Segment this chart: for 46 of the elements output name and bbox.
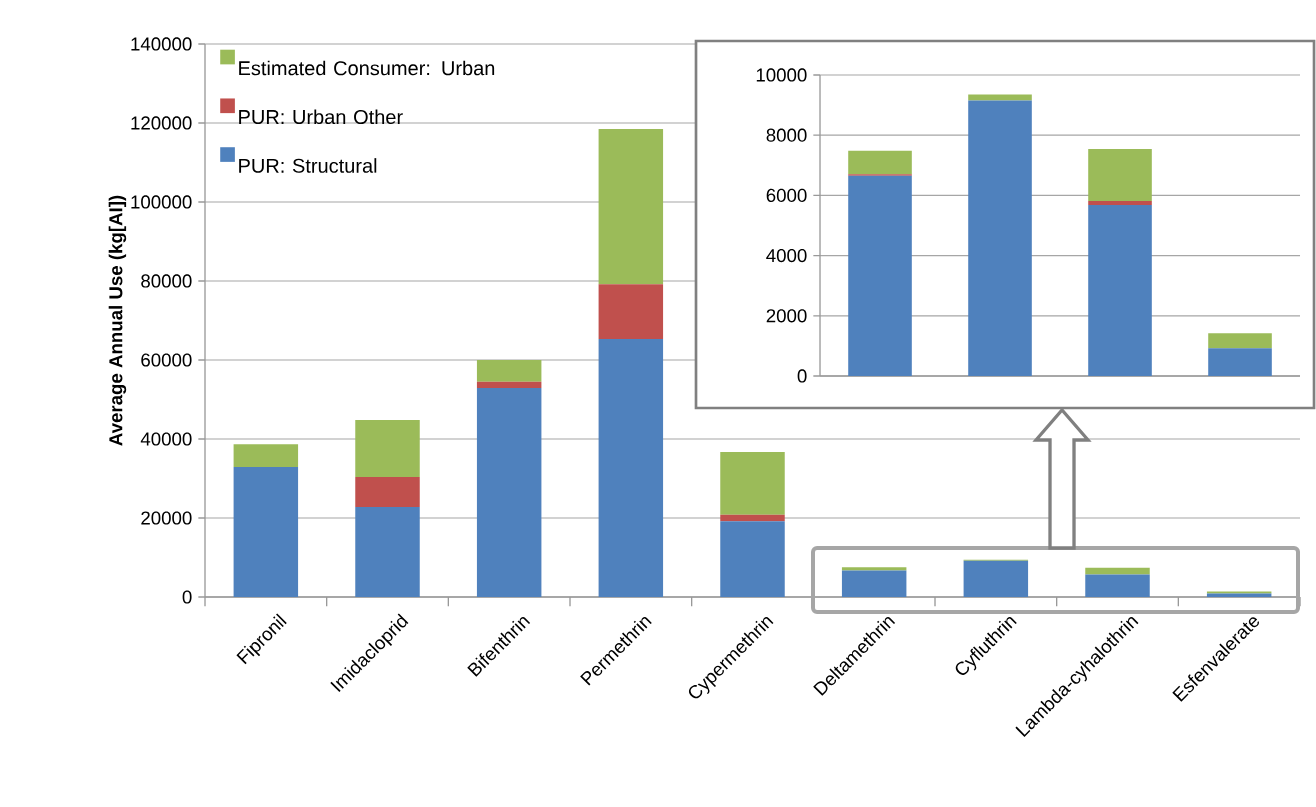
bar <box>233 467 299 597</box>
bar <box>598 339 664 597</box>
bar <box>968 94 1032 101</box>
bar <box>476 381 542 389</box>
bar <box>355 506 420 597</box>
bar <box>355 476 420 507</box>
y-tick-label: 6000 <box>766 188 807 203</box>
bar <box>1088 201 1152 206</box>
y-tick-label: 100000 <box>131 195 192 209</box>
y-axis-title: Average Annual Use (kg[AI]) <box>108 195 127 446</box>
legend-label: PUR: Structural <box>239 158 377 173</box>
y-tick-label: 140000 <box>131 37 192 51</box>
bar <box>720 521 785 597</box>
bar <box>1088 205 1152 376</box>
y-tick-label: 8000 <box>766 128 807 142</box>
bar <box>1208 348 1272 376</box>
bar <box>598 128 664 285</box>
bar <box>841 567 907 571</box>
y-tick-label: 80000 <box>141 274 192 288</box>
y-tick-label: 0 <box>182 590 192 604</box>
y-tick-label: 20000 <box>141 511 192 525</box>
y-tick-label: 40000 <box>140 432 192 446</box>
bar <box>233 444 299 468</box>
bar <box>1208 333 1272 349</box>
bar <box>841 570 907 597</box>
bar <box>476 388 542 597</box>
bar <box>968 100 1032 376</box>
y-tick-label: 2000 <box>766 309 807 323</box>
bar <box>720 514 785 522</box>
bar <box>598 284 664 340</box>
legend-label: PUR: Urban Other <box>239 109 403 125</box>
bar <box>963 560 1029 597</box>
y-tick-label: 4000 <box>766 248 807 263</box>
bar <box>1085 574 1150 597</box>
y-tick-label: 60000 <box>141 353 192 367</box>
bar <box>355 420 420 477</box>
legend-label: Estimated Consumer: Urban <box>239 60 495 76</box>
bar <box>848 175 912 376</box>
bar <box>476 360 542 382</box>
bar <box>1088 149 1152 202</box>
y-tick-label: 10000 <box>756 68 807 82</box>
y-tick-label: 120000 <box>131 116 192 130</box>
bar <box>848 150 912 175</box>
bar <box>720 452 785 515</box>
bar <box>1085 567 1150 575</box>
y-tick-label: 0 <box>797 369 807 383</box>
